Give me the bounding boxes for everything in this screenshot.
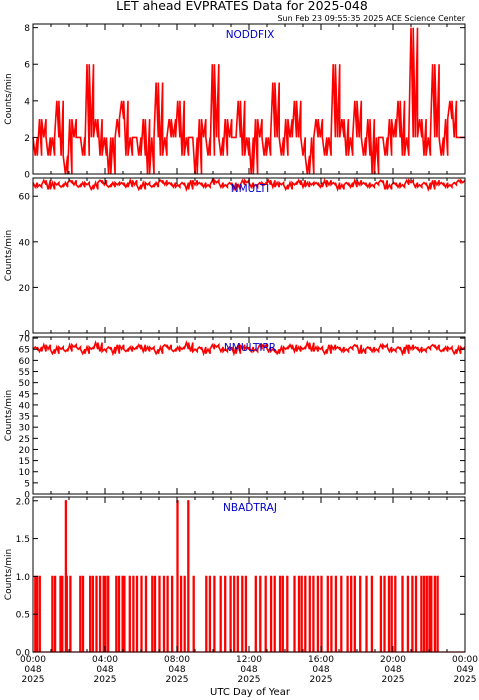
y-tick-label: 2 [24, 134, 30, 144]
y-tick-label: 1.0 [16, 573, 31, 583]
x-tick-label-line: 2025 [94, 675, 117, 685]
panel-label: NBADTRAJ [223, 502, 277, 514]
y-tick-label: 4 [24, 97, 30, 107]
x-tick-label-line: 048 [168, 665, 185, 675]
y-tick-label: 0 [24, 491, 30, 501]
y-tick-label: 30 [19, 424, 31, 434]
x-tick-label-line: 2025 [382, 675, 405, 685]
x-tick-labels: 00:00048202504:00048202508:00048202512:0… [20, 655, 478, 685]
y-tick-label: 45 [19, 390, 30, 400]
panel-frame [32, 336, 466, 495]
y-tick-label: 15 [19, 457, 30, 467]
y-tick-label: 50 [19, 379, 31, 389]
y-tick-label: 60 [19, 193, 31, 203]
x-tick-label-line: 20:00 [380, 655, 406, 665]
x-tick-label-line: 049 [456, 665, 473, 675]
x-tick-label-line: 2025 [22, 675, 45, 685]
y-tick-label: 8 [24, 24, 30, 34]
x-tick-label-line: 048 [312, 665, 329, 675]
data-series-noddfix [32, 27, 465, 175]
x-tick-label-line: 08:00 [164, 655, 190, 665]
y-tick-label: 20 [19, 284, 31, 294]
y-axis-label: Counts/min [4, 73, 14, 124]
panel-frame [32, 177, 466, 334]
panel-label: NMULTI [231, 183, 270, 195]
timestamp-label: Sun Feb 23 09:55:35 2025 ACE Science Cen… [277, 14, 465, 23]
y-tick-label: 0 [24, 171, 30, 181]
x-tick-label-line: 2025 [166, 675, 189, 685]
y-tick-label: 40 [19, 238, 31, 248]
x-tick-label-line: 2025 [238, 675, 261, 685]
panel-frame [32, 496, 466, 653]
y-tick-label: 55 [19, 368, 30, 378]
chart-title: LET ahead EVPRATES Data for 2025-048 [116, 0, 368, 13]
x-tick-label-line: 16:00 [308, 655, 334, 665]
y-axis-label: Counts/min [4, 390, 14, 441]
y-tick-label: 35 [19, 413, 30, 423]
x-tick-label-line: 12:00 [236, 655, 262, 665]
x-tick-label-line: 048 [240, 665, 257, 675]
y-tick-label: 10 [19, 468, 31, 478]
data-series-nmultipr [32, 340, 466, 357]
x-tick-label-line: 04:00 [92, 655, 118, 665]
y-tick-label: 20 [19, 446, 31, 456]
y-tick-label: 6 [24, 61, 30, 71]
y-tick-label: 60 [19, 357, 31, 367]
y-tick-label: 25 [19, 435, 30, 445]
x-axis-label: UTC Day of Year [210, 687, 291, 698]
y-tick-label: 40 [19, 401, 31, 411]
y-tick-label: 2.0 [16, 497, 31, 507]
y-tick-label: 0.0 [16, 649, 31, 659]
x-tick-label-line: 2025 [310, 675, 333, 685]
y-tick-label: 1.5 [16, 535, 30, 545]
panel-noddfix: 0 2 4 6 8 NODDFIX Counts/min [4, 23, 466, 181]
panels: 0 2 4 6 8 NODDFIX Counts/min 0 20 40 60 NMULTI Count… [4, 23, 466, 659]
y-tick-label: 65 [19, 346, 30, 356]
y-axis-label: Counts/min [4, 549, 14, 600]
y-tick-label: 0.5 [16, 611, 30, 621]
x-tick-label-line: 00:00 [20, 655, 46, 665]
x-tick-label-line: 00:00 [452, 655, 478, 665]
x-tick-label-line: 048 [96, 665, 113, 675]
y-tick-label: 5 [24, 479, 30, 489]
y-tick-label: 0 [24, 330, 30, 340]
x-tick-label-line: 2025 [454, 675, 477, 685]
y-tick-label: 70 [19, 335, 31, 345]
panel-label: NODDFIX [226, 29, 275, 41]
x-tick-label-line: 048 [384, 665, 401, 675]
y-axis-label: Counts/min [4, 230, 14, 281]
x-tick-label-line: 048 [24, 665, 41, 675]
panel-nmulti: 0 20 40 60 NMULTI Counts/min [4, 177, 466, 340]
data-series-nbadtraj [33, 500, 465, 653]
panel-nbadtraj: 0.0 0.5 1.0 1.5 2.0 NBADTRAJ Counts/min [4, 496, 466, 659]
panel-label: NMULTIPR [224, 342, 276, 354]
